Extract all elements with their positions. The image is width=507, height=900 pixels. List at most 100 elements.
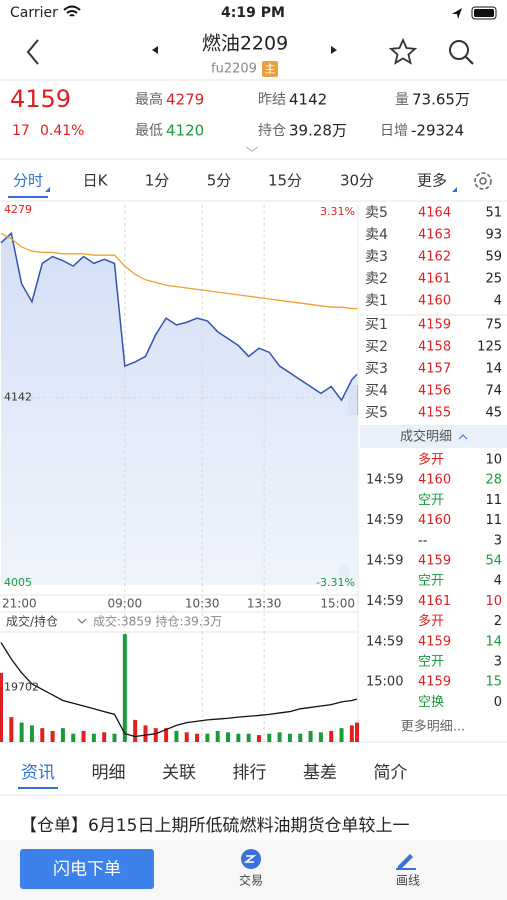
stat-value: 4142 <box>289 91 327 109</box>
volume-bar <box>349 725 354 742</box>
x-tick-label: 09:00 <box>108 597 143 611</box>
flash-order-button[interactable] <box>20 849 154 889</box>
volume-bar <box>205 733 210 742</box>
draw-icon[interactable] <box>397 854 413 870</box>
contract-code: fu2209 <box>211 62 257 77</box>
period-tab[interactable]: 分时 <box>13 172 43 190</box>
volume-bar <box>226 732 231 742</box>
book-label: 买3 <box>365 361 388 377</box>
draw-label[interactable]: 画线 <box>396 874 420 888</box>
stat-value: 39.28万 <box>289 122 347 140</box>
book-price: 4162 <box>418 250 451 265</box>
details-title[interactable]: 成交明细 <box>400 429 452 445</box>
book-qty: 45 <box>485 406 502 421</box>
battery <box>471 6 497 20</box>
volume-bar <box>164 728 169 742</box>
stat-label: 最低 <box>135 123 163 139</box>
period-tab[interactable]: 30分 <box>340 172 374 190</box>
info-tab[interactable]: 资讯 <box>21 763 55 783</box>
volume-bar <box>112 733 117 742</box>
prev-contract[interactable] <box>152 46 158 54</box>
period-tab[interactable]: 5分 <box>207 172 232 190</box>
x-tick-label: 15:00 <box>320 597 355 611</box>
book-label: 卖5 <box>365 205 388 221</box>
main-badge: 主 <box>265 63 276 76</box>
search-button[interactable] <box>449 40 474 65</box>
trade-label[interactable]: 交易 <box>239 873 263 888</box>
volume-bar <box>318 732 323 742</box>
back-button[interactable] <box>26 39 39 65</box>
info-tab[interactable]: 排行 <box>233 763 267 783</box>
book-label: 买1 <box>365 317 388 333</box>
settings-button[interactable] <box>474 172 492 190</box>
detail-kind: 空换 <box>418 695 444 710</box>
tab-dropdown[interactable] <box>45 187 50 192</box>
volume-bar <box>287 733 292 742</box>
detail-qty: 0 <box>494 695 502 710</box>
book-price: 4158 <box>418 340 451 355</box>
detail-kind: 多开 <box>418 452 444 468</box>
detail-qty: 54 <box>485 554 502 569</box>
stat-label: 最高 <box>135 91 163 108</box>
period-tab[interactable]: 日K <box>83 172 109 190</box>
detail-price: 4160 <box>418 473 451 488</box>
book-price: 4155 <box>418 406 451 421</box>
period-tab[interactable]: 更多 <box>417 172 447 190</box>
period-tab[interactable]: 15分 <box>268 172 302 190</box>
trade-icon-mark <box>243 855 257 863</box>
news-headline[interactable]: 【仓单】6月15日上期所低硫燃料油期货仓单较上一 <box>20 816 409 836</box>
stat-value: 4279 <box>166 91 204 109</box>
volume-bar <box>153 728 158 742</box>
volume-bar <box>0 672 3 742</box>
flash-order-label[interactable]: 闪电下单 <box>53 860 121 880</box>
dropdown-arrow[interactable] <box>77 618 87 624</box>
price-line <box>0 232 357 310</box>
detail-time: 14:59 <box>366 513 403 528</box>
volume-bar <box>71 733 76 742</box>
info-tab[interactable]: 明细 <box>92 763 126 783</box>
detail-time: 14:59 <box>366 594 403 609</box>
detail-qty: 14 <box>485 634 502 649</box>
detail-kind: 多开 <box>418 613 444 629</box>
carrier: Carrier <box>10 5 58 21</box>
stat-label: 日增 <box>380 123 408 139</box>
favorite-button[interactable] <box>388 37 418 65</box>
more-details[interactable]: 更多明细... <box>401 719 465 735</box>
book-price: 4160 <box>418 294 451 309</box>
book-qty: 25 <box>485 272 502 287</box>
volume-bar <box>81 730 86 742</box>
battery-level <box>474 9 494 17</box>
book-price: 4156 <box>418 384 451 399</box>
volume-bar <box>50 730 55 742</box>
x-tick-label: 13:30 <box>247 597 282 611</box>
book-price: 4159 <box>418 318 451 333</box>
info-tab[interactable]: 基差 <box>303 763 337 783</box>
stat-value: 73.65万 <box>412 91 470 109</box>
book-label: 买4 <box>365 383 388 399</box>
y-tick-label: 4005 <box>4 576 32 589</box>
volume-bar <box>236 733 241 742</box>
book-label: 卖2 <box>365 271 388 287</box>
volume-bar <box>29 725 34 742</box>
next-contract[interactable] <box>331 46 337 54</box>
nav-title: 燃油2209 <box>202 33 288 55</box>
volume-bar <box>308 730 313 742</box>
period-tab[interactable]: 1分 <box>145 172 170 190</box>
tab-dropdown[interactable] <box>452 187 457 192</box>
detail-qty: 11 <box>485 513 502 528</box>
expand-chevron[interactable] <box>245 146 259 152</box>
info-tab[interactable]: 关联 <box>162 763 196 783</box>
stat-value: 4120 <box>166 122 204 140</box>
sub-chart-title[interactable]: 成交/持仓 <box>6 614 58 629</box>
collapse-arrow[interactable] <box>458 434 468 440</box>
location-icon <box>452 8 462 19</box>
detail-time: 14:59 <box>366 634 403 649</box>
book-qty: 75 <box>485 318 502 333</box>
detail-kind: 空开 <box>418 493 444 508</box>
info-tab[interactable]: 简介 <box>374 763 408 783</box>
clock: 4:19 PM <box>221 5 285 21</box>
detail-kind: 空开 <box>418 574 444 589</box>
stat-value: -29324 <box>411 122 464 140</box>
book-price: 4161 <box>418 272 451 287</box>
detail-qty: 10 <box>485 453 502 468</box>
